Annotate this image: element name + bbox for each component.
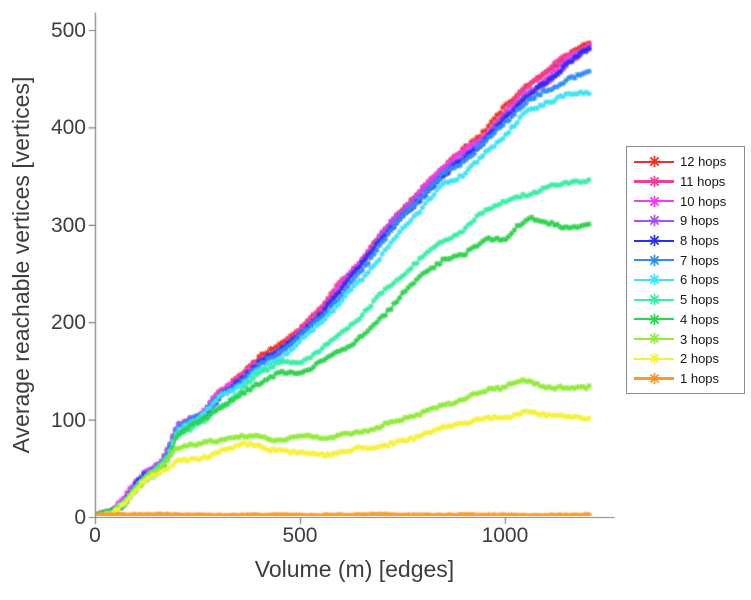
x-tick-0: 0 (89, 524, 101, 547)
legend-item-12-hops: 12 hops (634, 152, 744, 172)
legend-label: 11 hops (680, 174, 726, 190)
asterisk-marker-icon (648, 352, 660, 365)
legend: 12 hops 11 hops 10 hops 9 hops 8 hops 7 hops 6… (626, 146, 745, 395)
legend-item-11-hops: 11 hops (634, 172, 744, 192)
asterisk-marker-icon (648, 234, 660, 247)
asterisk-marker-icon (648, 293, 660, 306)
legend-label: 4 hops (680, 311, 720, 327)
legend-line-sample (634, 293, 674, 306)
legend-line-sample (634, 333, 674, 345)
legend-item-3-hops: 3 hops (634, 329, 744, 349)
legend-line-sample (634, 215, 674, 227)
x-tick-1000: 1000 (481, 524, 529, 547)
legend-line-sample (634, 175, 674, 188)
asterisk-marker-icon (648, 372, 660, 384)
x-tick-500: 500 (282, 524, 318, 547)
legend-item-10-hops: 10 hops (634, 191, 744, 211)
asterisk-marker-icon (648, 195, 660, 207)
y-tick-500: 500 (50, 19, 86, 42)
legend-label: 9 hops (680, 213, 720, 229)
y-tick-0: 0 (74, 506, 86, 529)
legend-item-1-hops: 1 hops (634, 369, 744, 389)
legend-line-sample (634, 274, 674, 286)
x-axis-label: Volume (m) [edges] (254, 556, 455, 582)
asterisk-marker-icon (648, 313, 660, 325)
legend-item-5-hops: 5 hops (634, 290, 744, 310)
legend-label: 1 hops (680, 370, 720, 386)
legend-label: 3 hops (680, 331, 720, 347)
legend-item-7-hops: 7 hops (634, 250, 744, 270)
asterisk-marker-icon (648, 215, 660, 227)
legend-label: 8 hops (680, 233, 720, 249)
legend-line-sample (634, 195, 674, 207)
legend-label: 10 hops (680, 193, 727, 209)
legend-item-8-hops: 8 hops (634, 231, 744, 251)
legend-line-sample (634, 234, 674, 247)
asterisk-marker-icon (648, 155, 660, 168)
legend-line-sample (634, 254, 674, 266)
legend-label: 12 hops (680, 154, 727, 170)
legend-item-6-hops: 6 hops (634, 270, 744, 290)
y-tick-100: 100 (50, 408, 86, 432)
legend-line-sample (634, 155, 674, 168)
asterisk-marker-icon (648, 175, 660, 188)
legend-item-9-hops: 9 hops (634, 211, 744, 231)
y-tick-200: 200 (50, 311, 86, 335)
legend-line-sample (634, 313, 674, 325)
asterisk-marker-icon (648, 274, 660, 286)
asterisk-marker-icon (648, 333, 660, 345)
legend-label: 5 hops (680, 292, 720, 308)
legend-item-4-hops: 4 hops (634, 310, 744, 330)
y-tick-400: 400 (50, 116, 86, 140)
legend-line-sample (634, 352, 674, 365)
legend-label: 6 hops (680, 272, 720, 288)
y-tick-300: 300 (50, 213, 86, 237)
asterisk-marker-icon (648, 254, 660, 266)
legend-line-sample (634, 372, 674, 384)
y-axis-label: Average reachable vertices [vertices] (8, 76, 34, 454)
legend-item-2-hops: 2 hops (634, 349, 744, 369)
legend-label: 7 hops (680, 252, 720, 268)
legend-label: 2 hops (680, 351, 720, 367)
